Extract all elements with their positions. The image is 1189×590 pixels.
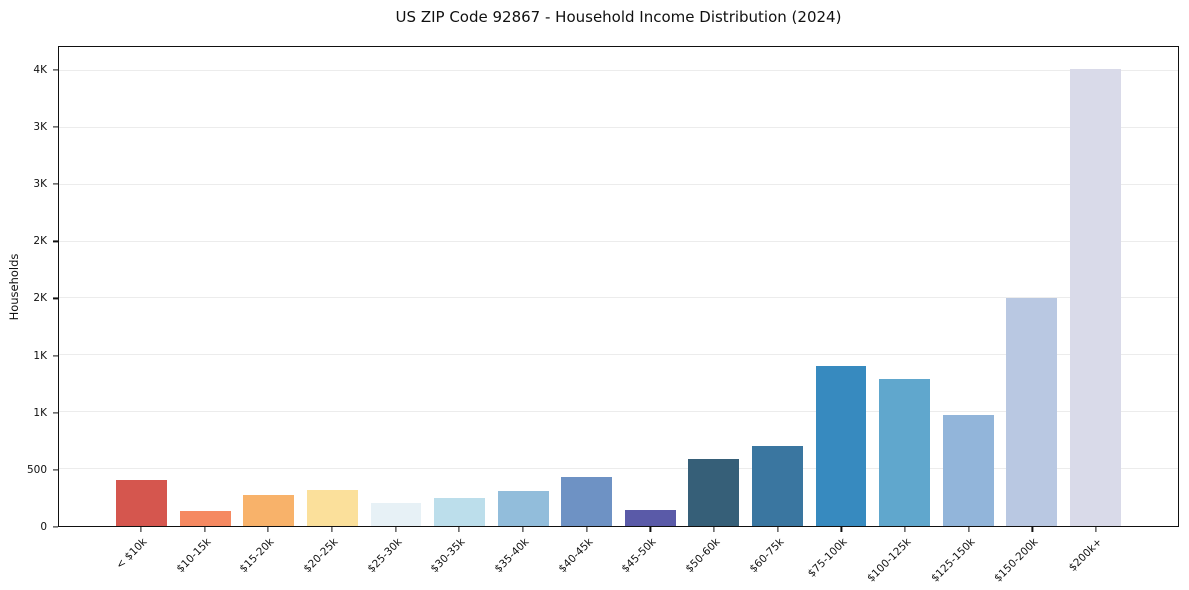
bar-$125-150k: [942, 414, 994, 526]
bar-$45-50k: [624, 509, 676, 526]
bar-slot: [682, 47, 746, 526]
bar-$100-125k: [879, 379, 930, 526]
bar-slot: [1063, 47, 1127, 526]
gridline: [59, 354, 1178, 356]
y-tick-label: 0: [40, 521, 47, 533]
x-tick-mark: [267, 527, 269, 532]
bar-slot: [301, 47, 365, 526]
x-tick-label: $100-125k: [865, 536, 914, 585]
x-tick-label: $25-30k: [364, 536, 405, 576]
bar-$35-40k: [497, 490, 549, 526]
y-tick-mark: [53, 469, 58, 471]
x-tick-mark: [203, 527, 206, 532]
bar-slot: [619, 47, 683, 526]
y-tick-mark: [53, 183, 58, 185]
y-tick-mark: [53, 240, 58, 242]
x-tick-label: $200k+: [1066, 536, 1105, 574]
bar-slot: [1000, 47, 1064, 526]
x-tick-mark: [968, 527, 970, 532]
bar-slot: [428, 47, 492, 526]
bar-$10-15k: [179, 511, 231, 526]
x-tick-label: $30-35k: [428, 536, 468, 576]
bar-$60-75k: [751, 446, 803, 526]
y-tick-mark: [53, 526, 58, 528]
bar-$150-200k: [1006, 298, 1058, 526]
y-tick-label: 3K: [33, 121, 47, 134]
x-tick-mark: [458, 527, 460, 532]
gridline: [59, 411, 1178, 413]
plot-area: [58, 46, 1179, 527]
x-tick-label: $15-20k: [237, 536, 277, 576]
y-tick-mark: [53, 412, 58, 414]
bar-slot: [746, 47, 810, 526]
x-tick-mark: [840, 527, 842, 532]
y-tick-label: 500: [26, 463, 47, 476]
x-tick-mark: [140, 527, 142, 532]
x-tick-mark: [904, 527, 906, 532]
x-tick-mark: [713, 527, 715, 532]
x-tick-label: $20-25k: [301, 536, 341, 576]
chart-title: US ZIP Code 92867 - Household Income Dis…: [395, 8, 842, 26]
bar-slot: [110, 47, 174, 526]
gridline: [59, 69, 1178, 71]
bar-$75-100k: [815, 365, 867, 526]
x-tick-mark: [777, 527, 779, 532]
bar-$15-20k: [243, 495, 295, 526]
x-tick-label: $40-45k: [556, 536, 596, 576]
bar-slot: [809, 47, 873, 526]
gridline: [59, 297, 1178, 299]
x-tick-mark: [331, 527, 333, 532]
x-tick-mark: [522, 527, 524, 532]
y-tick-label: 1K: [33, 349, 47, 362]
y-tick-label: 1K: [33, 406, 47, 419]
x-tick-mark: [586, 527, 588, 532]
x-tick-label: $75-100k: [806, 536, 850, 580]
x-tick-label: $125-150k: [928, 536, 978, 585]
bar-slot: [237, 47, 301, 526]
x-tick-label: $10-15k: [173, 536, 214, 576]
x-tick-label: $150-200k: [992, 536, 1041, 585]
bar-$30-35k: [434, 497, 486, 526]
x-tick-label: $35-40k: [492, 536, 532, 576]
gridline: [59, 468, 1178, 470]
x-tick-mark: [1031, 527, 1034, 532]
y-tick-mark: [53, 297, 58, 300]
bar-slot: [873, 47, 937, 526]
x-tick-mark: [395, 527, 397, 532]
bar-$50-60k: [688, 459, 740, 526]
x-tick-label: $50-60k: [683, 536, 723, 576]
bar-$200k+: [1069, 69, 1121, 526]
x-tick-mark: [1095, 527, 1097, 532]
bar-$20-25k: [307, 489, 358, 526]
y-tick-label: 4K: [33, 63, 47, 76]
x-tick-label: < $10k: [113, 536, 150, 572]
y-tick-label: 2K: [33, 235, 47, 248]
y-tick-mark: [53, 69, 58, 71]
y-tick-mark: [53, 126, 58, 128]
y-tick-label: 2K: [33, 292, 47, 305]
bar-$25-30k: [370, 503, 422, 526]
bar-slot: [491, 47, 555, 526]
x-axis-ticks: < $10k $10-15k $15-20k $20-25k $25-30k $30-35…: [109, 527, 1128, 589]
gridline: [59, 183, 1178, 185]
x-tick-label: $60-75k: [747, 536, 787, 576]
x-tick-label: $45-50k: [619, 536, 659, 576]
bar-slot: [364, 47, 428, 526]
bar-slot: [174, 47, 238, 526]
bar-slot: [555, 47, 619, 526]
gridline: [59, 240, 1178, 242]
x-tick-mark: [649, 527, 651, 532]
bar-$40-45k: [561, 477, 613, 526]
y-axis-ticks: 0 500 1K 1K 2K 2K 3K 3K 4K: [0, 46, 58, 533]
y-tick-mark: [53, 355, 58, 357]
bar-slot: [936, 47, 1000, 526]
gridline: [59, 126, 1178, 128]
bars-row: [110, 47, 1127, 526]
y-tick-label: 3K: [33, 178, 47, 191]
bar-< $10k: [116, 479, 168, 526]
